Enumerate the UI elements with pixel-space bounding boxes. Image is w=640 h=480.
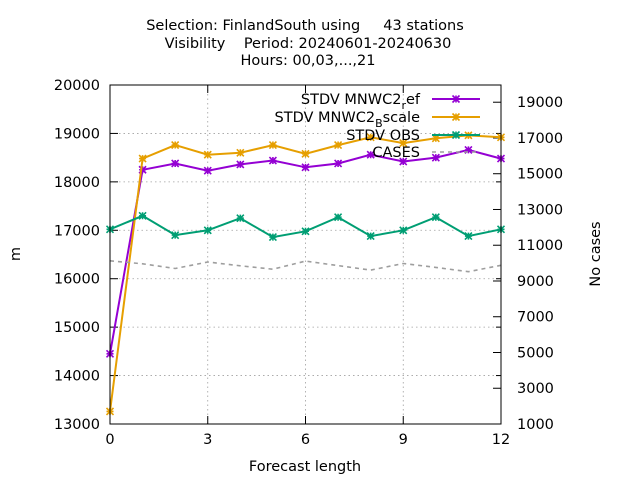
y2-tick-label: 9000 xyxy=(517,274,554,290)
plot-frame xyxy=(109,84,502,425)
data-point xyxy=(464,145,473,154)
y2-tick-label: 3000 xyxy=(517,381,554,397)
data-point xyxy=(203,226,212,235)
data-point xyxy=(203,150,212,159)
y-tick-label: 16000 xyxy=(54,272,100,288)
data-point xyxy=(301,227,310,236)
x-tick-label: 3 xyxy=(203,432,212,448)
data-point xyxy=(268,156,277,165)
data-point xyxy=(236,214,245,223)
data-point xyxy=(301,149,310,158)
x-tick-label: 9 xyxy=(399,432,408,448)
data-point xyxy=(366,133,375,142)
y-tick-label: 19000 xyxy=(54,126,100,142)
y-tick-label: 15000 xyxy=(54,320,100,336)
legend-marker xyxy=(451,94,461,104)
data-point xyxy=(138,154,147,163)
data-point xyxy=(464,232,473,241)
y2-tick-label: 13000 xyxy=(517,202,563,218)
x-tick-label: 12 xyxy=(492,432,510,448)
legend-marker xyxy=(451,130,461,140)
y2-tick-label: 7000 xyxy=(517,310,554,326)
y2-tick-label: 15000 xyxy=(517,167,563,183)
data-point xyxy=(203,166,212,175)
axis-labels: Forecast length m No cases xyxy=(8,221,604,475)
data-point xyxy=(399,139,408,148)
data-point xyxy=(268,140,277,150)
data-point xyxy=(138,165,147,174)
data-point xyxy=(138,211,147,220)
data-point xyxy=(334,140,343,150)
y-tick-label: 20000 xyxy=(54,78,100,94)
y-tick-label: 14000 xyxy=(54,369,100,385)
data-point xyxy=(366,232,375,241)
title-line-3: Hours: 00,03,...,21 xyxy=(241,53,376,69)
series-line-4 xyxy=(109,260,502,273)
legend-label-4: CASES xyxy=(372,145,420,161)
legend-label-3: STDV OBS xyxy=(346,128,420,144)
legend-label-1: STDV MNWC2ref xyxy=(301,92,421,112)
data-point xyxy=(171,159,180,168)
data-point xyxy=(366,150,375,159)
y2-axis-label: No cases xyxy=(588,221,604,286)
y2-tick-label: 5000 xyxy=(517,345,554,361)
data-point xyxy=(334,213,343,222)
series-lines xyxy=(105,131,506,416)
data-point xyxy=(171,231,180,240)
data-point xyxy=(431,134,440,143)
data-point xyxy=(236,160,245,169)
y-tick-label: 18000 xyxy=(54,175,100,191)
data-point xyxy=(301,163,310,172)
y-tick-label: 17000 xyxy=(54,223,100,239)
y2-tick-label: 19000 xyxy=(517,95,563,111)
title-line-2: Visibility Period: 20240601-20240630 xyxy=(165,36,452,52)
y2-tick-label: 17000 xyxy=(517,131,563,147)
chart-title: Selection: FinlandSouth using 43 station… xyxy=(146,18,464,69)
data-point xyxy=(399,157,408,166)
data-point xyxy=(399,226,408,235)
data-point xyxy=(334,159,343,168)
data-point xyxy=(431,213,440,222)
y-axis-label: m xyxy=(8,247,24,261)
tick-labels: 13000 14000 15000 16000 17000 18000 19000 20000… xyxy=(54,78,563,448)
data-point xyxy=(431,153,440,162)
legend-label-2: STDV MNWC2Bscale xyxy=(275,110,421,130)
x-tick-label: 6 xyxy=(301,432,310,448)
title-line-1: Selection: FinlandSouth using 43 station… xyxy=(146,18,464,34)
x-tick-label: 0 xyxy=(105,432,114,448)
legend-marker xyxy=(451,112,461,122)
data-point xyxy=(171,140,180,150)
data-point xyxy=(268,233,277,242)
data-point xyxy=(236,148,245,157)
y2-tick-label: 11000 xyxy=(517,238,563,254)
y-tick-label: 13000 xyxy=(54,417,100,433)
x-axis-label: Forecast length xyxy=(249,459,361,475)
y2-tick-label: 1000 xyxy=(517,417,554,433)
